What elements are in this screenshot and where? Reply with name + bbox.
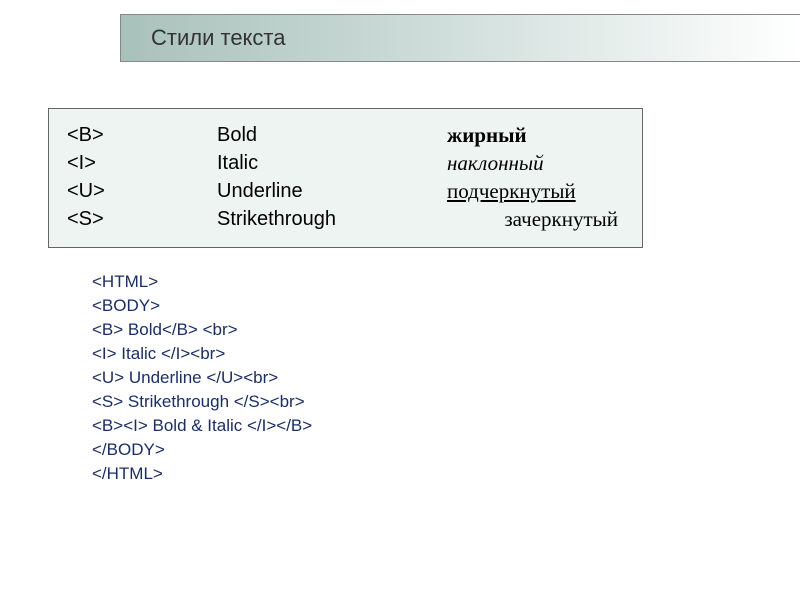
styles-table: <B> Bold жирный <I> Italic наклонный <U>… (48, 108, 643, 248)
tag-cell: <U> (67, 177, 217, 205)
rus-cell: подчеркнутый (447, 177, 624, 205)
tag-cell: <B> (67, 121, 217, 149)
header-bar: Стили текста (120, 14, 800, 62)
code-line: </BODY> (92, 438, 312, 462)
code-line: <I> Italic </I><br> (92, 342, 312, 366)
code-line: <U> Underline </U><br> (92, 366, 312, 390)
rus-cell: жирный (447, 121, 624, 149)
tag-cell: <S> (67, 205, 217, 233)
eng-cell: Bold (217, 121, 447, 149)
eng-cell: Strikethrough (217, 205, 447, 233)
code-line: <B><I> Bold & Italic </I></B> (92, 414, 312, 438)
code-line: <B> Bold</B> <br> (92, 318, 312, 342)
code-line: <BODY> (92, 294, 312, 318)
table-row: <I> Italic наклонный (67, 149, 624, 177)
code-line: <S> Strikethrough </S><br> (92, 390, 312, 414)
eng-cell: Underline (217, 177, 447, 205)
code-block: <HTML> <BODY> <B> Bold</B> <br> <I> Ital… (92, 270, 312, 486)
code-line: <HTML> (92, 270, 312, 294)
rus-cell: зачеркнутый (447, 205, 624, 233)
rus-cell: наклонный (447, 149, 624, 177)
eng-cell: Italic (217, 149, 447, 177)
table-row: <U> Underline подчеркнутый (67, 177, 624, 205)
tag-cell: <I> (67, 149, 217, 177)
table-row: <S> Strikethrough зачеркнутый (67, 205, 624, 233)
code-line: </HTML> (92, 462, 312, 486)
page-title: Стили текста (151, 25, 286, 51)
table-row: <B> Bold жирный (67, 121, 624, 149)
